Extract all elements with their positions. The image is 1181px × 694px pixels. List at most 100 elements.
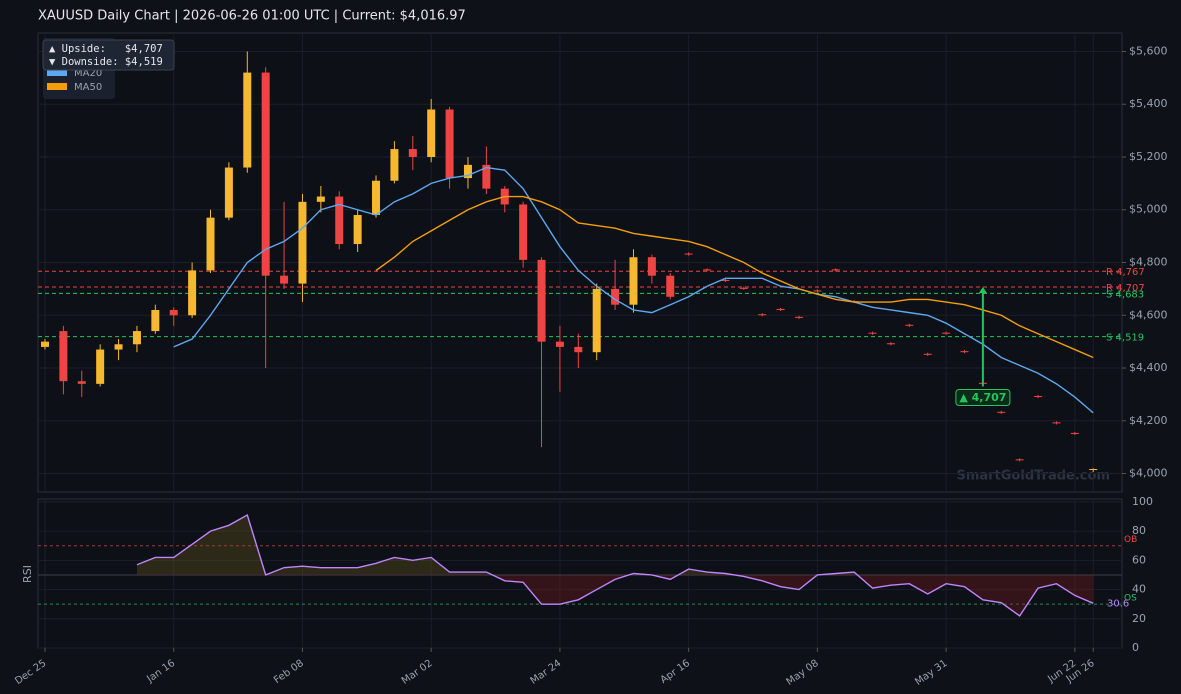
candle-body <box>629 257 638 305</box>
y-tick-label: $5,000 <box>1129 203 1168 216</box>
rsi-tick-label: 0 <box>1132 641 1139 654</box>
info-line: ▲ Upside: $4,707 <box>49 43 163 55</box>
y-tick-label: $4,800 <box>1129 256 1168 269</box>
candle-body <box>997 411 1006 413</box>
legend-swatch <box>47 69 67 76</box>
watermark: SmartGoldTrade.com <box>956 469 1110 484</box>
level-label: R 4,767 <box>1106 267 1145 278</box>
legend-label: MA50 <box>74 82 102 93</box>
rsi-tick-label: 40 <box>1132 583 1146 596</box>
x-tick-label: Jan 16 <box>144 658 177 686</box>
candle-body <box>59 331 68 382</box>
annotation-box <box>955 388 1011 406</box>
candle-body <box>298 201 307 284</box>
candle-body <box>390 149 399 181</box>
ma-line <box>375 195 1094 359</box>
arrow-head <box>978 287 987 294</box>
candle-body <box>96 349 105 384</box>
x-tick-label: Feb 08 <box>272 658 306 686</box>
candle-body <box>611 288 620 305</box>
ma-line <box>173 166 1094 414</box>
rsi-tick-label: 100 <box>1132 495 1153 508</box>
rsi-level-label: OB <box>1124 535 1137 545</box>
x-tick-label: Apr 16 <box>659 658 693 686</box>
candle-body <box>224 167 233 218</box>
y-tick-label: $5,200 <box>1129 150 1168 163</box>
candle-body <box>923 353 932 355</box>
x-tick-label: Mar 02 <box>400 658 435 687</box>
y-tick-label: $4,400 <box>1129 361 1168 374</box>
rsi-fill-down <box>136 574 1094 616</box>
candle-body <box>316 196 325 202</box>
x-tick-label: May 08 <box>785 658 821 688</box>
y-tick-label: $5,600 <box>1129 44 1168 57</box>
rsi-tick-label: 20 <box>1132 612 1146 625</box>
level-label: S 4,683 <box>1106 289 1144 300</box>
candle-body <box>206 217 215 271</box>
rsi-tick-label: 80 <box>1132 524 1146 537</box>
candle-body <box>831 269 840 271</box>
x-tick-label: May 31 <box>913 658 949 688</box>
rsi-line <box>136 514 1094 617</box>
candle-body <box>758 314 767 316</box>
y-tick-label: $4,200 <box>1129 414 1168 427</box>
rsi-level-label: OS <box>1124 594 1137 604</box>
candle-body <box>335 196 344 245</box>
candle-body <box>868 332 877 334</box>
candle-body <box>1070 432 1079 434</box>
candle-body <box>739 287 748 289</box>
candle-body <box>703 269 712 271</box>
info-box <box>42 39 175 71</box>
candle-body <box>574 346 583 353</box>
annotation-label: ▲ 4,707 <box>959 391 1006 404</box>
candle-body <box>77 381 86 384</box>
x-tick-label: Dec 25 <box>13 658 48 687</box>
rsi-last-label: 30.6 <box>1107 598 1129 609</box>
candle-body <box>1034 395 1043 398</box>
candle-body <box>647 257 656 276</box>
candle-body <box>942 332 951 334</box>
candle-body <box>408 149 417 157</box>
rsi-pane <box>37 498 1123 649</box>
candle-body <box>1015 459 1024 461</box>
candle-body <box>169 309 178 316</box>
candle-body <box>794 316 803 318</box>
candle-body <box>684 253 693 255</box>
x-tick-label: Mar 24 <box>529 658 564 687</box>
legend-label: MA20 <box>74 68 102 79</box>
candle-body <box>960 351 969 353</box>
legend: MA20 MA50 ▲ Upside: $4,707▼ Downside: $4,5… <box>42 38 175 99</box>
candle-body <box>243 72 252 168</box>
level-label: R 4,707 <box>1106 283 1145 294</box>
candle-body <box>41 341 49 347</box>
candle-body <box>813 290 822 292</box>
rsi-axis-label: RSI <box>21 565 34 583</box>
candle-body <box>519 204 528 260</box>
y-tick-label: $5,400 <box>1129 97 1168 110</box>
info-line: ▼ Downside: $4,519 <box>49 56 163 68</box>
plot-layer: $4,000 $4,200 $4,400 $4,600 $4,800 $5,000 $5,2… <box>13 33 1168 688</box>
candle-body <box>905 324 914 326</box>
y-tick-label: $4,000 <box>1129 467 1168 480</box>
candle-body <box>353 215 362 245</box>
candle-body <box>151 309 160 332</box>
candle-body <box>132 331 141 345</box>
candle-body <box>372 180 381 216</box>
candle-body <box>445 109 454 179</box>
rsi-fill-up <box>136 515 857 574</box>
candle-body <box>427 109 436 157</box>
candle-body <box>280 275 289 284</box>
candle-body <box>1089 469 1098 471</box>
candle-body <box>1052 422 1061 424</box>
candle-body <box>555 341 564 347</box>
candle-body <box>261 72 270 276</box>
level-label: S 4,519 <box>1106 333 1144 344</box>
rsi-tick-label: 60 <box>1132 553 1146 566</box>
y-tick-label: $4,600 <box>1129 308 1168 321</box>
candle-body <box>114 344 123 350</box>
candle-body <box>482 164 491 189</box>
candle-body <box>886 343 895 345</box>
candle-body <box>463 164 472 179</box>
candle-body <box>537 259 546 342</box>
candle-body <box>188 270 197 316</box>
